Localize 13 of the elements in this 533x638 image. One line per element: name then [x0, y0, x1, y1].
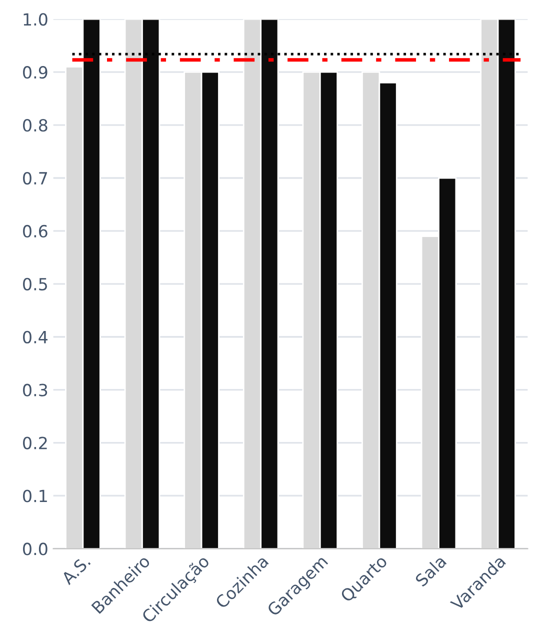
x-tick-label: Sala	[414, 554, 447, 588]
x-tick-label: A.S.	[60, 555, 91, 586]
y-tick-label: 1.0	[24, 13, 48, 26]
y-tick-label: 0.2	[23, 436, 47, 450]
y-tick-label: 0.6	[23, 224, 48, 238]
y-tick-label: 0.9	[23, 66, 48, 79]
y-tick-label: 0.5	[23, 278, 47, 290]
y-tick-label: 0.7	[23, 172, 48, 185]
y-tick-label: 0.3	[23, 384, 48, 396]
y-tick-label: 0.0	[23, 542, 48, 556]
y-tick-label: 0.8	[23, 119, 48, 132]
y-tick-label: 0.1	[23, 490, 47, 502]
y-tick-label: 0.4	[23, 330, 48, 344]
